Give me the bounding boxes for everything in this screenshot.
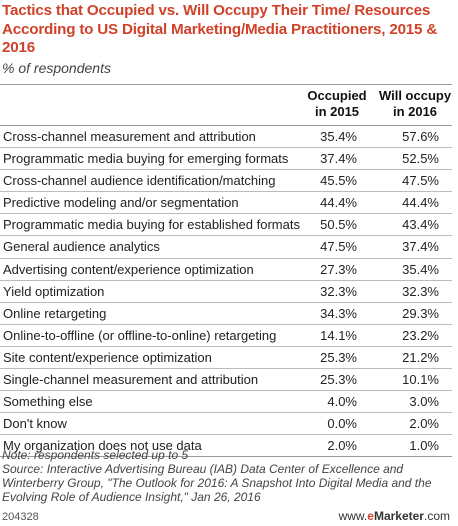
value-2016: 2.0%: [409, 416, 439, 432]
value-2015: 2.0%: [327, 438, 357, 454]
table-row: Online-to-offline (or offline-to-online)…: [0, 325, 452, 347]
value-2015: 14.1%: [320, 327, 357, 343]
table-row: Cross-channel audience identification/ma…: [0, 170, 452, 193]
table-row: My organization does not use data 2.0% 1.0…: [0, 435, 452, 458]
value-2016: 43.4%: [402, 217, 439, 233]
data-table: Occupied in 2015 Will occupy in 2016 Cro…: [0, 84, 452, 458]
row-label: Something else: [3, 394, 93, 410]
value-2016: 47.5%: [402, 173, 439, 189]
table-row: Don't know 0.0% 2.0%: [0, 413, 452, 436]
row-label: Online-to-offline (or offline-to-online)…: [3, 327, 277, 343]
table-row: Yield optimization 32.3% 32.3%: [0, 281, 452, 303]
value-2015: 34.3%: [320, 305, 357, 321]
value-2015: 47.5%: [320, 239, 357, 255]
table-row: Programmatic media buying for emerging f…: [0, 148, 452, 171]
value-2016: 3.0%: [409, 394, 439, 410]
value-2016: 21.2%: [402, 349, 439, 365]
row-label: Yield optimization: [3, 283, 105, 299]
table-row: Cross-channel measurement and attributio…: [0, 126, 452, 149]
value-2015: 44.4%: [320, 195, 357, 211]
value-2015: 32.3%: [320, 283, 357, 299]
value-2016: 57.6%: [402, 129, 439, 144]
value-2016: 37.4%: [402, 239, 439, 255]
logo-brand: Marketer: [373, 509, 424, 523]
value-2016: 44.4%: [402, 195, 439, 211]
chart-subtitle: % of respondents: [2, 60, 111, 76]
column-header-2015: Occupied in 2015: [307, 88, 367, 119]
logo-prefix: www.: [338, 509, 368, 523]
note-text: Note: respondents selected up to 5 Sourc…: [2, 448, 432, 504]
value-2016: 10.1%: [402, 372, 439, 388]
table-row: General audience analytics 47.5% 37.4%: [0, 236, 452, 259]
source-note: Note: respondents selected up to 5 Sourc…: [2, 448, 452, 504]
emarketer-logo: www.eMarketer.com: [339, 509, 450, 523]
table-row: Predictive modeling and/or segmentation 4…: [0, 192, 452, 215]
value-2015: 4.0%: [327, 394, 357, 410]
value-2015: 0.0%: [327, 416, 357, 432]
row-label: Programmatic media buying for emerging f…: [3, 151, 289, 167]
value-2016: 52.5%: [402, 151, 439, 167]
row-label: My organization does not use data: [3, 438, 202, 454]
chart-title: Tactics that Occupied vs. Will Occupy Th…: [2, 2, 438, 56]
row-label: Advertising content/experience optimizat…: [3, 261, 254, 277]
value-2015: 35.4%: [320, 129, 357, 144]
table-header: Occupied in 2015 Will occupy in 2016: [0, 85, 452, 126]
logo-suffix: .com: [423, 509, 450, 523]
value-2015: 25.3%: [320, 349, 357, 365]
row-label: Cross-channel measurement and attributio…: [3, 129, 256, 144]
value-2015: 37.4%: [320, 151, 357, 167]
value-2016: 23.2%: [402, 327, 439, 343]
logo-e: e: [367, 509, 374, 523]
table-body: Cross-channel measurement and attributio…: [0, 126, 452, 458]
value-2016: 32.3%: [402, 283, 439, 299]
value-2016: 1.0%: [409, 438, 439, 454]
row-label: Cross-channel audience identification/ma…: [3, 173, 276, 189]
value-2016: 35.4%: [402, 261, 439, 277]
table-row: Something else 4.0% 3.0%: [0, 391, 452, 414]
table-row: Single-channel measurement and attributi…: [0, 369, 452, 392]
value-2015: 45.5%: [320, 173, 357, 189]
row-label: Online retargeting: [3, 305, 107, 321]
row-label: Programmatic media buying for establishe…: [3, 217, 300, 233]
value-2015: 50.5%: [320, 217, 357, 233]
row-label: Single-channel measurement and attributi…: [3, 372, 259, 388]
table-row: Programmatic media buying for establishe…: [0, 214, 452, 237]
table-row: Online retargeting 34.3% 29.3%: [0, 303, 452, 325]
row-label: Don't know: [3, 416, 67, 432]
column-header-2016: Will occupy in 2016: [378, 88, 452, 119]
row-label: Site content/experience optimization: [3, 349, 212, 365]
value-2015: 27.3%: [320, 261, 357, 277]
chart-id: 204328: [2, 511, 39, 523]
table-row: Advertising content/experience optimizat…: [0, 259, 452, 281]
value-2016: 29.3%: [402, 305, 439, 321]
row-label: Predictive modeling and/or segmentation: [3, 195, 239, 211]
table-row: Site content/experience optimization 25.3…: [0, 347, 452, 370]
value-2015: 25.3%: [320, 372, 357, 388]
row-label: General audience analytics: [3, 239, 160, 255]
